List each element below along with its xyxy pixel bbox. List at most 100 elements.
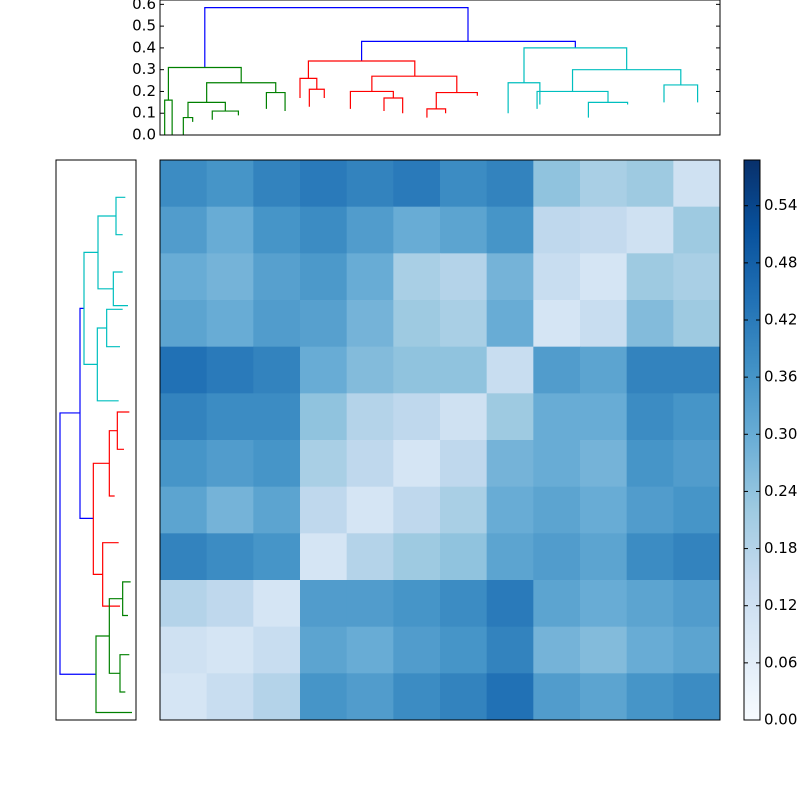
heatmap-cell: [393, 160, 441, 208]
heatmap-cell: [300, 580, 348, 628]
heatmap-cell: [673, 206, 721, 254]
y-tick-label: 0.5: [132, 17, 156, 35]
heatmap-cell: [160, 346, 208, 394]
dendrogram-link: [211, 110, 239, 120]
dendrogram-link: [536, 90, 609, 109]
heatmap-cell: [346, 533, 394, 581]
y-tick-label: 0.4: [132, 38, 156, 56]
heatmap-cell: [206, 626, 254, 674]
dendrogram-link: [663, 84, 699, 103]
heatmap-cell: [253, 393, 301, 441]
heatmap-cell: [626, 160, 674, 208]
heatmap-cell: [300, 440, 348, 488]
heatmap-cell: [486, 206, 534, 254]
dendrogram-link: [571, 69, 682, 92]
heatmap-cell: [346, 253, 394, 301]
heatmap-cell: [393, 346, 441, 394]
dendrogram-link: [115, 196, 126, 236]
heatmap-cell: [253, 673, 301, 721]
heatmap-cell: [300, 160, 348, 208]
heatmap-cell: [253, 440, 301, 488]
heatmap-cell: [673, 626, 721, 674]
heatmap-cell: [626, 440, 674, 488]
heatmap-cell: [393, 533, 441, 581]
heatmap-cell: [533, 160, 581, 208]
heatmap-cell: [253, 486, 301, 534]
heatmap-cell: [300, 206, 348, 254]
heatmap-cell: [300, 626, 348, 674]
heatmap-cell: [206, 206, 254, 254]
dendrogram-link: [371, 75, 458, 93]
heatmap-cell: [626, 486, 674, 534]
heatmap-cell: [626, 346, 674, 394]
heatmap-cell: [533, 440, 581, 488]
heatmap-cell: [253, 300, 301, 348]
y-tick-label: 0.6: [132, 0, 156, 13]
heatmap-cell: [580, 253, 628, 301]
heatmap-cell: [393, 300, 441, 348]
heatmap-cell: [393, 580, 441, 628]
heatmap-cell: [626, 626, 674, 674]
heatmap-cell: [533, 300, 581, 348]
heatmap-cell: [486, 533, 534, 581]
heatmap-cell: [160, 393, 208, 441]
dendrogram-link: [102, 542, 120, 607]
heatmap-cell: [533, 533, 581, 581]
heatmap-cell: [206, 253, 254, 301]
heatmap-cell: [300, 533, 348, 581]
heatmap-cell: [673, 533, 721, 581]
heatmap-cell: [160, 440, 208, 488]
heatmap-cell: [673, 486, 721, 534]
heatmap-cell: [580, 160, 628, 208]
heatmap-cell: [533, 626, 581, 674]
dendrogram-link: [59, 412, 96, 675]
dendrogram-link: [79, 307, 94, 519]
heatmap-cell: [626, 533, 674, 581]
heatmap-cell: [206, 486, 254, 534]
dendrogram-link: [308, 88, 325, 107]
heatmap-cell: [486, 300, 534, 348]
dendrogram-link: [182, 116, 194, 135]
heatmap-cell: [673, 440, 721, 488]
heatmap-cell: [626, 253, 674, 301]
heatmap-cell: [206, 346, 254, 394]
heatmap-cell: [206, 533, 254, 581]
axes-frame: [159, 0, 721, 136]
dendrogram-link: [108, 430, 118, 497]
heatmap-cell: [673, 673, 721, 721]
heatmap-cell: [580, 206, 628, 254]
heatmap-cell: [346, 440, 394, 488]
colorbar-tick-label: 0.36: [764, 368, 797, 386]
dendrogram-link: [307, 60, 416, 79]
heatmap-cell: [253, 533, 301, 581]
heatmap-cell: [486, 253, 534, 301]
dendrogram-link: [112, 271, 128, 307]
heatmap-cell: [673, 160, 721, 208]
colorbar-tick-label: 0.48: [764, 253, 797, 271]
heatmap-cell: [253, 253, 301, 301]
heatmap-cell: [486, 580, 534, 628]
colorbar-tick-label: 0.00: [764, 711, 797, 729]
dendrogram-link: [97, 215, 116, 290]
heatmap-cell: [580, 300, 628, 348]
heatmap-cell: [253, 346, 301, 394]
heatmap-cell: [206, 393, 254, 441]
heatmap-frame: [159, 159, 721, 721]
heatmap-cell: [300, 346, 348, 394]
y-tick-label: 0.0: [132, 126, 156, 144]
heatmap-cell: [533, 206, 581, 254]
heatmap-cell: [300, 393, 348, 441]
heatmap-cell: [300, 253, 348, 301]
heatmap-cell: [160, 626, 208, 674]
heatmap-cell: [533, 486, 581, 534]
y-tick-label: 0.3: [132, 60, 156, 78]
dendrogram-link: [383, 97, 404, 114]
heatmap-cell: [206, 300, 254, 348]
heatmap-cell: [626, 673, 674, 721]
heatmap-cell: [253, 626, 301, 674]
heatmap-cell: [253, 160, 301, 208]
heatmap-cell: [533, 580, 581, 628]
heatmap-cell: [580, 673, 628, 721]
